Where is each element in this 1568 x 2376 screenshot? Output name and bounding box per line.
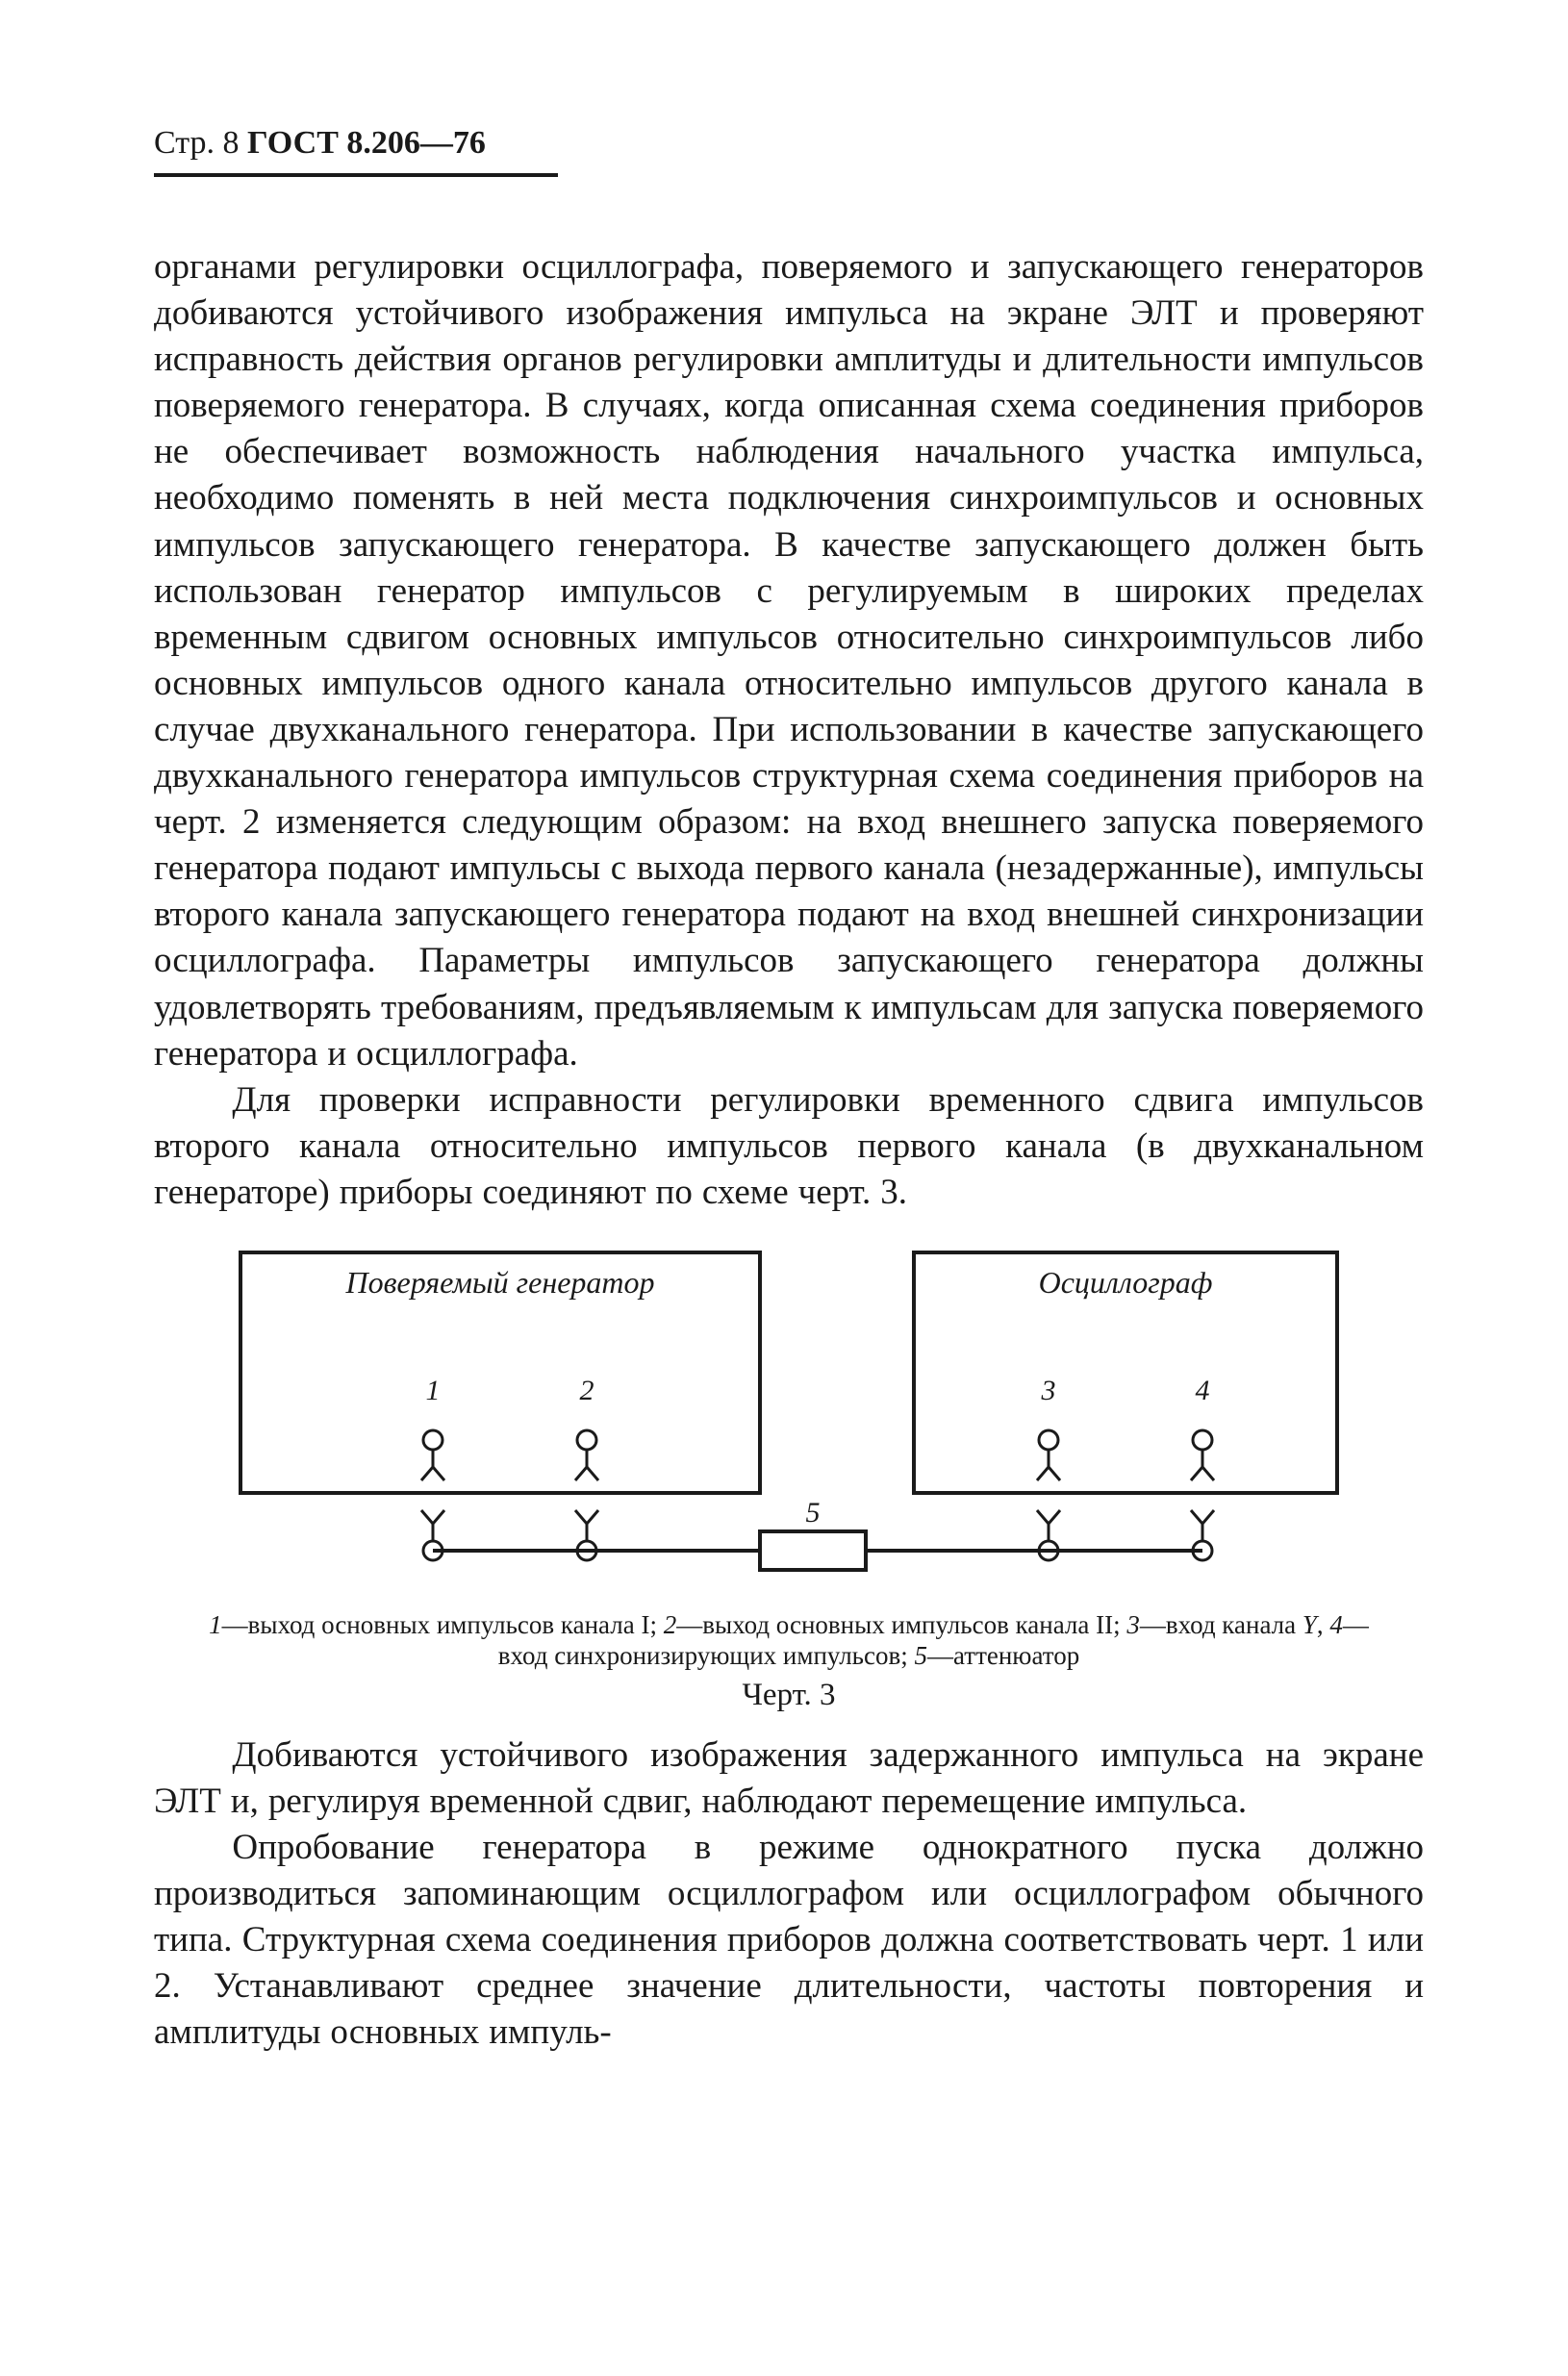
svg-text:Поверяемый генератор: Поверяемый генератор (344, 1265, 654, 1300)
page-number: Стр. 8 (154, 125, 247, 161)
figure-caption: 1—выход основных импульсов канала I; 2—в… (192, 1610, 1385, 1672)
page: Стр. 8 ГОСТ 8.206—76 органами регулировк… (0, 0, 1568, 2376)
svg-text:5: 5 (806, 1497, 821, 1529)
paragraph-1: органами регулировки осциллографа, повер… (154, 244, 1424, 1077)
svg-text:Осциллограф: Осциллограф (1039, 1265, 1213, 1300)
svg-text:1: 1 (426, 1375, 441, 1406)
header-rule (154, 173, 558, 177)
diagram-svg: Поверяемый генератор Осциллограф 1 2 3 4 5 (183, 1243, 1395, 1599)
page-header: Стр. 8 ГОСТ 8.206—76 (154, 125, 486, 167)
svg-text:3: 3 (1041, 1375, 1056, 1406)
svg-text:2: 2 (580, 1375, 594, 1406)
figure-3: Поверяемый генератор Осциллограф 1 2 3 4 5 (154, 1243, 1424, 1599)
figure-label: Черт. 3 (154, 1678, 1424, 1713)
paragraph-3: Добиваются устойчивого изображения задер… (154, 1732, 1424, 1825)
svg-text:4: 4 (1196, 1375, 1210, 1406)
paragraph-4: Опробование генератора в режиме однократ… (154, 1825, 1424, 2056)
standard-code: ГОСТ 8.206—76 (247, 125, 486, 161)
paragraph-2: Для проверки исправности регулировки вре… (154, 1077, 1424, 1216)
